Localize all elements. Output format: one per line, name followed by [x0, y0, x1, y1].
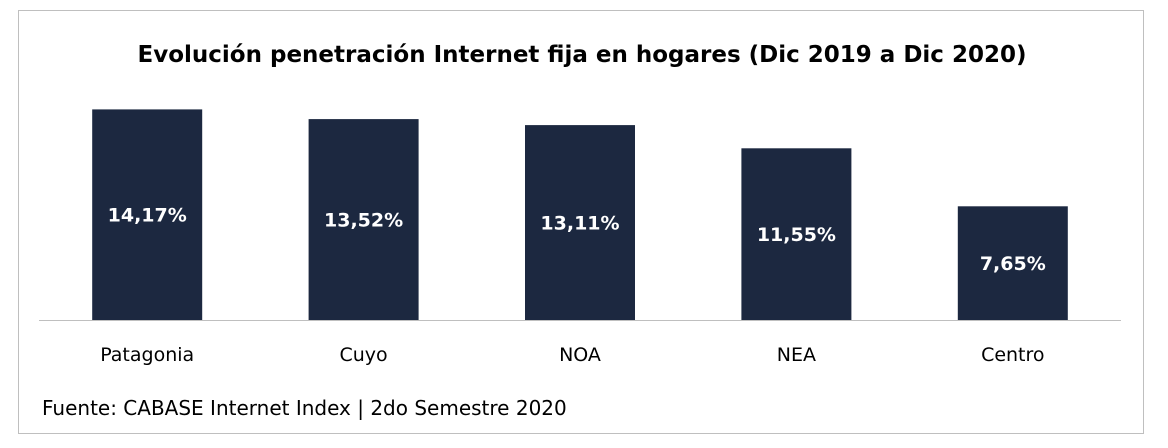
bar-patagonia — [92, 109, 203, 321]
bar-nea — [741, 148, 852, 320]
bar-value-label: 14,17% — [108, 205, 187, 227]
category-label: NOA — [559, 344, 601, 366]
bar-value-label: 13,11% — [540, 213, 619, 235]
category-label: Cuyo — [340, 344, 388, 366]
bars-group: 14,17% 13,52% 13,11% 11,55% 7,65% — [92, 109, 1068, 321]
category-label: Patagonia — [100, 344, 194, 366]
chart-title: Evolución penetración Internet fija en h… — [138, 42, 1027, 68]
bar-chart: Evolución penetración Internet fija en h… — [39, 42, 1121, 420]
category-label: NEA — [777, 344, 816, 366]
category-labels-group: Patagonia Cuyo NOA NEA Centro — [100, 344, 1044, 366]
source-note: Fuente: CABASE Internet Index | 2do Seme… — [42, 396, 567, 420]
bar-value-label: 11,55% — [757, 224, 836, 246]
bar-value-label: 13,52% — [324, 210, 403, 232]
category-label: Centro — [981, 344, 1044, 366]
chart-frame: Evolución penetración Internet fija en h… — [18, 10, 1144, 434]
bar-cuyo — [308, 119, 419, 320]
bar-value-label: 7,65% — [980, 253, 1046, 275]
bar-centro — [957, 206, 1068, 320]
bar-noa — [525, 125, 635, 320]
